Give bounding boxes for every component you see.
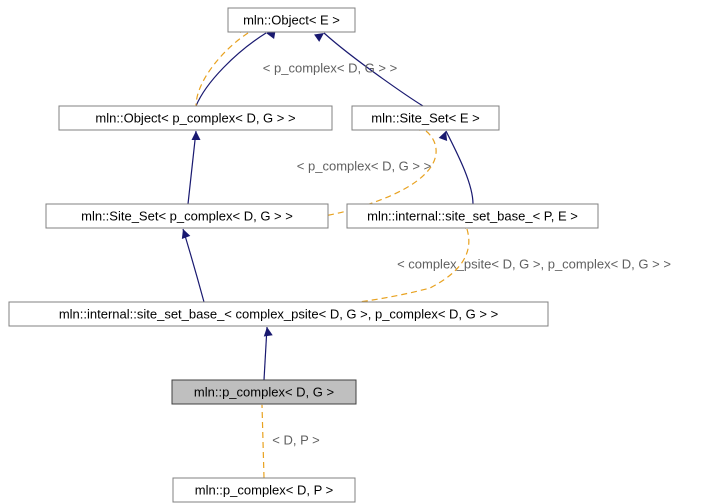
class-node-ssbCP[interactable]: mln::internal::site_set_base_< complex_p… xyxy=(9,302,548,326)
class-node-ssPC[interactable]: mln::Site_Set< p_complex< D, G > > xyxy=(46,204,328,228)
class-node-label: mln::p_complex< D, P > xyxy=(195,482,334,497)
edge-label: < p_complex< D, G > > xyxy=(297,158,431,173)
class-node-pcDG[interactable]: mln::p_complex< D, G > xyxy=(172,380,356,404)
edge-label: < p_complex< D, G > > xyxy=(263,60,397,75)
class-node-objPC[interactable]: mln::Object< p_complex< D, G > > xyxy=(59,106,332,130)
class-node-label: mln::Site_Set< p_complex< D, G > > xyxy=(81,208,293,223)
class-node-ssE[interactable]: mln::Site_Set< E > xyxy=(352,106,499,130)
template-instance-edge xyxy=(262,405,264,478)
nodes-layer: mln::Object< E >mln::Object< p_complex< … xyxy=(9,8,598,502)
class-node-label: mln::Object< p_complex< D, G > > xyxy=(95,110,295,125)
class-node-ssbPE[interactable]: mln::internal::site_set_base_< P, E > xyxy=(347,204,598,228)
inheritance-edge xyxy=(188,131,196,204)
arrowhead-solid xyxy=(179,227,191,239)
arrowhead-solid xyxy=(263,326,273,336)
edge-label: < complex_psite< D, G >, p_complex< D, G… xyxy=(397,256,671,271)
inheritance-edge xyxy=(446,131,473,204)
class-node-label: mln::Site_Set< E > xyxy=(371,110,479,125)
class-node-label: mln::Object< E > xyxy=(243,12,340,27)
class-node-objE[interactable]: mln::Object< E > xyxy=(228,8,355,32)
class-node-pcDP[interactable]: mln::p_complex< D, P > xyxy=(173,478,355,502)
edge-label: < D, P > xyxy=(272,432,319,447)
inheritance-edge xyxy=(183,229,204,302)
arrowhead-solid xyxy=(192,131,201,140)
class-node-label: mln::p_complex< D, G > xyxy=(194,384,334,399)
class-node-label: mln::internal::site_set_base_< P, E > xyxy=(367,208,578,223)
inheritance-edge xyxy=(196,33,266,106)
class-node-label: mln::internal::site_set_base_< complex_p… xyxy=(59,306,498,321)
